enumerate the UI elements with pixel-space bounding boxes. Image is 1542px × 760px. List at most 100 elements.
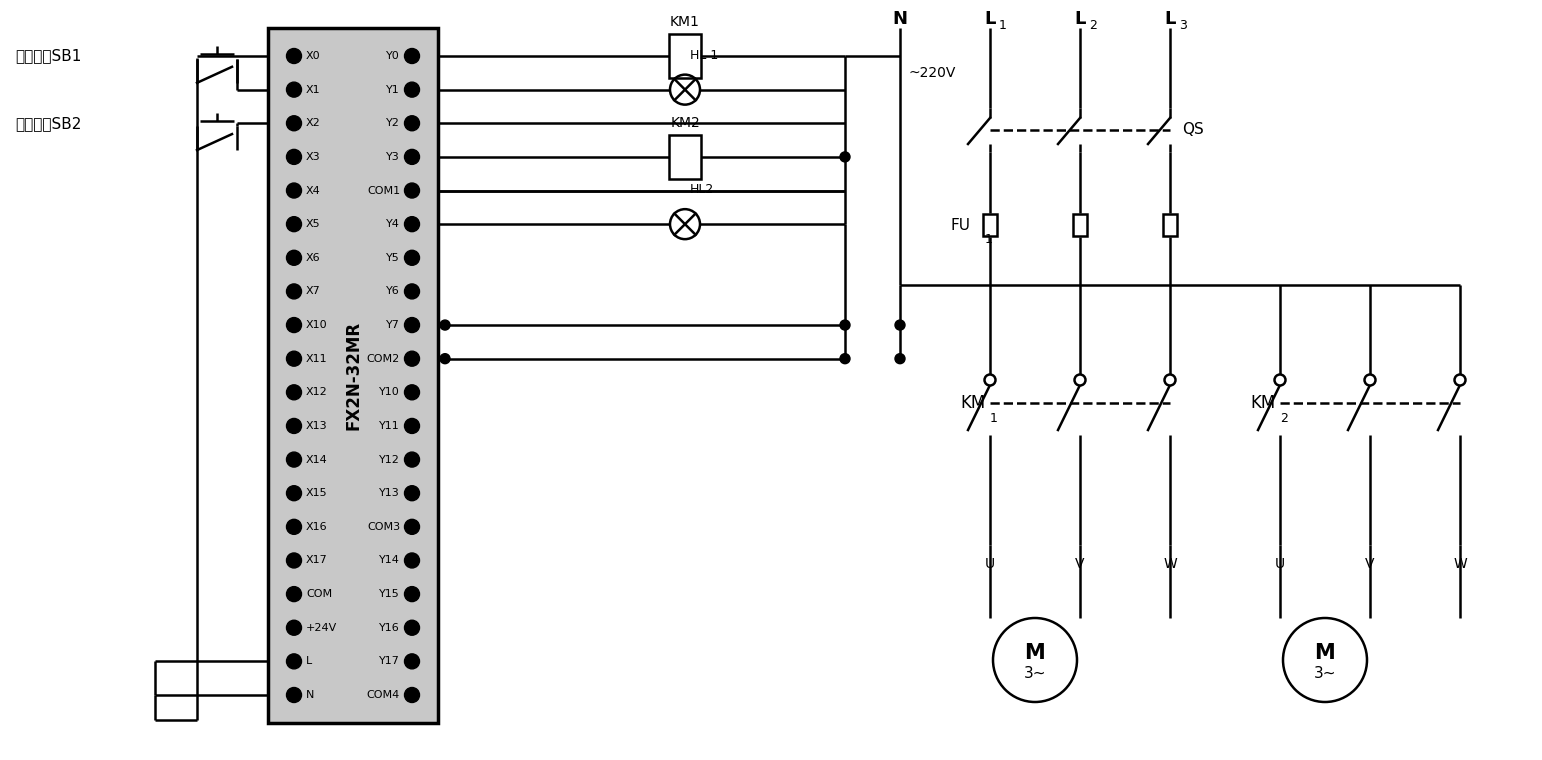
Circle shape <box>287 553 302 568</box>
Text: Y13: Y13 <box>379 488 399 499</box>
Text: X12: X12 <box>305 388 328 397</box>
Circle shape <box>287 250 302 265</box>
Circle shape <box>404 183 419 198</box>
Text: X6: X6 <box>305 253 321 263</box>
Text: Y4: Y4 <box>386 219 399 230</box>
Circle shape <box>404 486 419 501</box>
Circle shape <box>287 385 302 400</box>
Circle shape <box>287 82 302 97</box>
Circle shape <box>287 688 302 702</box>
Text: U: U <box>1275 557 1284 571</box>
Text: COM2: COM2 <box>367 353 399 364</box>
Text: V: V <box>1365 557 1375 571</box>
Circle shape <box>404 553 419 568</box>
Circle shape <box>287 486 302 501</box>
Circle shape <box>404 318 419 333</box>
Text: HL 1: HL 1 <box>689 49 719 62</box>
Circle shape <box>404 150 419 164</box>
Text: Y14: Y14 <box>379 556 399 565</box>
Bar <box>982 214 998 236</box>
Text: Y15: Y15 <box>379 589 399 599</box>
Circle shape <box>404 284 419 299</box>
Bar <box>268 28 438 723</box>
Text: L: L <box>305 657 311 667</box>
Circle shape <box>287 116 302 131</box>
Text: FX2N-32MR: FX2N-32MR <box>344 321 362 430</box>
Bar <box>669 135 702 179</box>
Text: Y0: Y0 <box>386 51 399 61</box>
Circle shape <box>1454 375 1465 385</box>
Text: W: W <box>1163 557 1177 571</box>
Circle shape <box>1365 375 1375 385</box>
Circle shape <box>287 419 302 433</box>
Circle shape <box>404 519 419 534</box>
Circle shape <box>404 116 419 131</box>
Circle shape <box>439 320 450 330</box>
Text: X7: X7 <box>305 287 321 296</box>
Circle shape <box>840 152 850 162</box>
Text: M: M <box>1024 643 1045 663</box>
Text: Y1: Y1 <box>386 84 399 95</box>
Text: N: N <box>893 10 908 28</box>
Text: COM1: COM1 <box>367 185 399 195</box>
Text: 3~: 3~ <box>1024 666 1047 680</box>
Text: 停止按钮SB2: 停止按钮SB2 <box>15 116 82 131</box>
Circle shape <box>287 452 302 467</box>
Circle shape <box>287 217 302 232</box>
Text: X0: X0 <box>305 51 321 61</box>
Circle shape <box>404 217 419 232</box>
Text: X1: X1 <box>305 84 321 95</box>
Circle shape <box>287 519 302 534</box>
Circle shape <box>404 688 419 702</box>
Text: X3: X3 <box>305 152 321 162</box>
Circle shape <box>840 353 850 364</box>
Text: Y12: Y12 <box>379 454 399 464</box>
Text: X15: X15 <box>305 488 327 499</box>
Text: KM2: KM2 <box>671 116 700 130</box>
Circle shape <box>287 318 302 333</box>
Circle shape <box>404 385 419 400</box>
Circle shape <box>404 452 419 467</box>
Text: 3~: 3~ <box>1314 666 1337 680</box>
Circle shape <box>894 320 905 330</box>
Text: M: M <box>1315 643 1335 663</box>
Text: +24V: +24V <box>305 622 338 633</box>
Text: Y2: Y2 <box>386 119 399 128</box>
Text: KM: KM <box>961 394 985 411</box>
Circle shape <box>287 620 302 635</box>
Text: COM4: COM4 <box>367 690 399 700</box>
Text: ~220V: ~220V <box>908 66 956 80</box>
Text: 2: 2 <box>1089 19 1096 32</box>
Circle shape <box>404 587 419 602</box>
Text: 启动按钮SB1: 启动按钮SB1 <box>15 49 82 64</box>
Circle shape <box>840 320 850 330</box>
Text: U: U <box>985 557 995 571</box>
Bar <box>1163 214 1177 236</box>
Text: X13: X13 <box>305 421 327 431</box>
Circle shape <box>1075 375 1086 385</box>
Circle shape <box>287 49 302 64</box>
Circle shape <box>287 284 302 299</box>
Text: KM: KM <box>1251 394 1275 411</box>
Text: Y6: Y6 <box>386 287 399 296</box>
Text: Y16: Y16 <box>379 622 399 633</box>
Circle shape <box>404 654 419 669</box>
Circle shape <box>894 353 905 364</box>
Text: X11: X11 <box>305 353 327 364</box>
Text: Y3: Y3 <box>386 152 399 162</box>
Text: FU: FU <box>950 217 970 233</box>
Text: 1: 1 <box>985 233 993 246</box>
Text: 1: 1 <box>999 19 1007 32</box>
Text: Y7: Y7 <box>386 320 399 330</box>
Circle shape <box>287 183 302 198</box>
Text: X2: X2 <box>305 119 321 128</box>
Text: X5: X5 <box>305 219 321 230</box>
Text: 2: 2 <box>1280 411 1288 425</box>
Circle shape <box>404 250 419 265</box>
Text: Y5: Y5 <box>386 253 399 263</box>
Text: X17: X17 <box>305 556 328 565</box>
Text: X10: X10 <box>305 320 327 330</box>
Circle shape <box>439 353 450 364</box>
Text: W: W <box>1453 557 1466 571</box>
Text: X16: X16 <box>305 522 327 532</box>
